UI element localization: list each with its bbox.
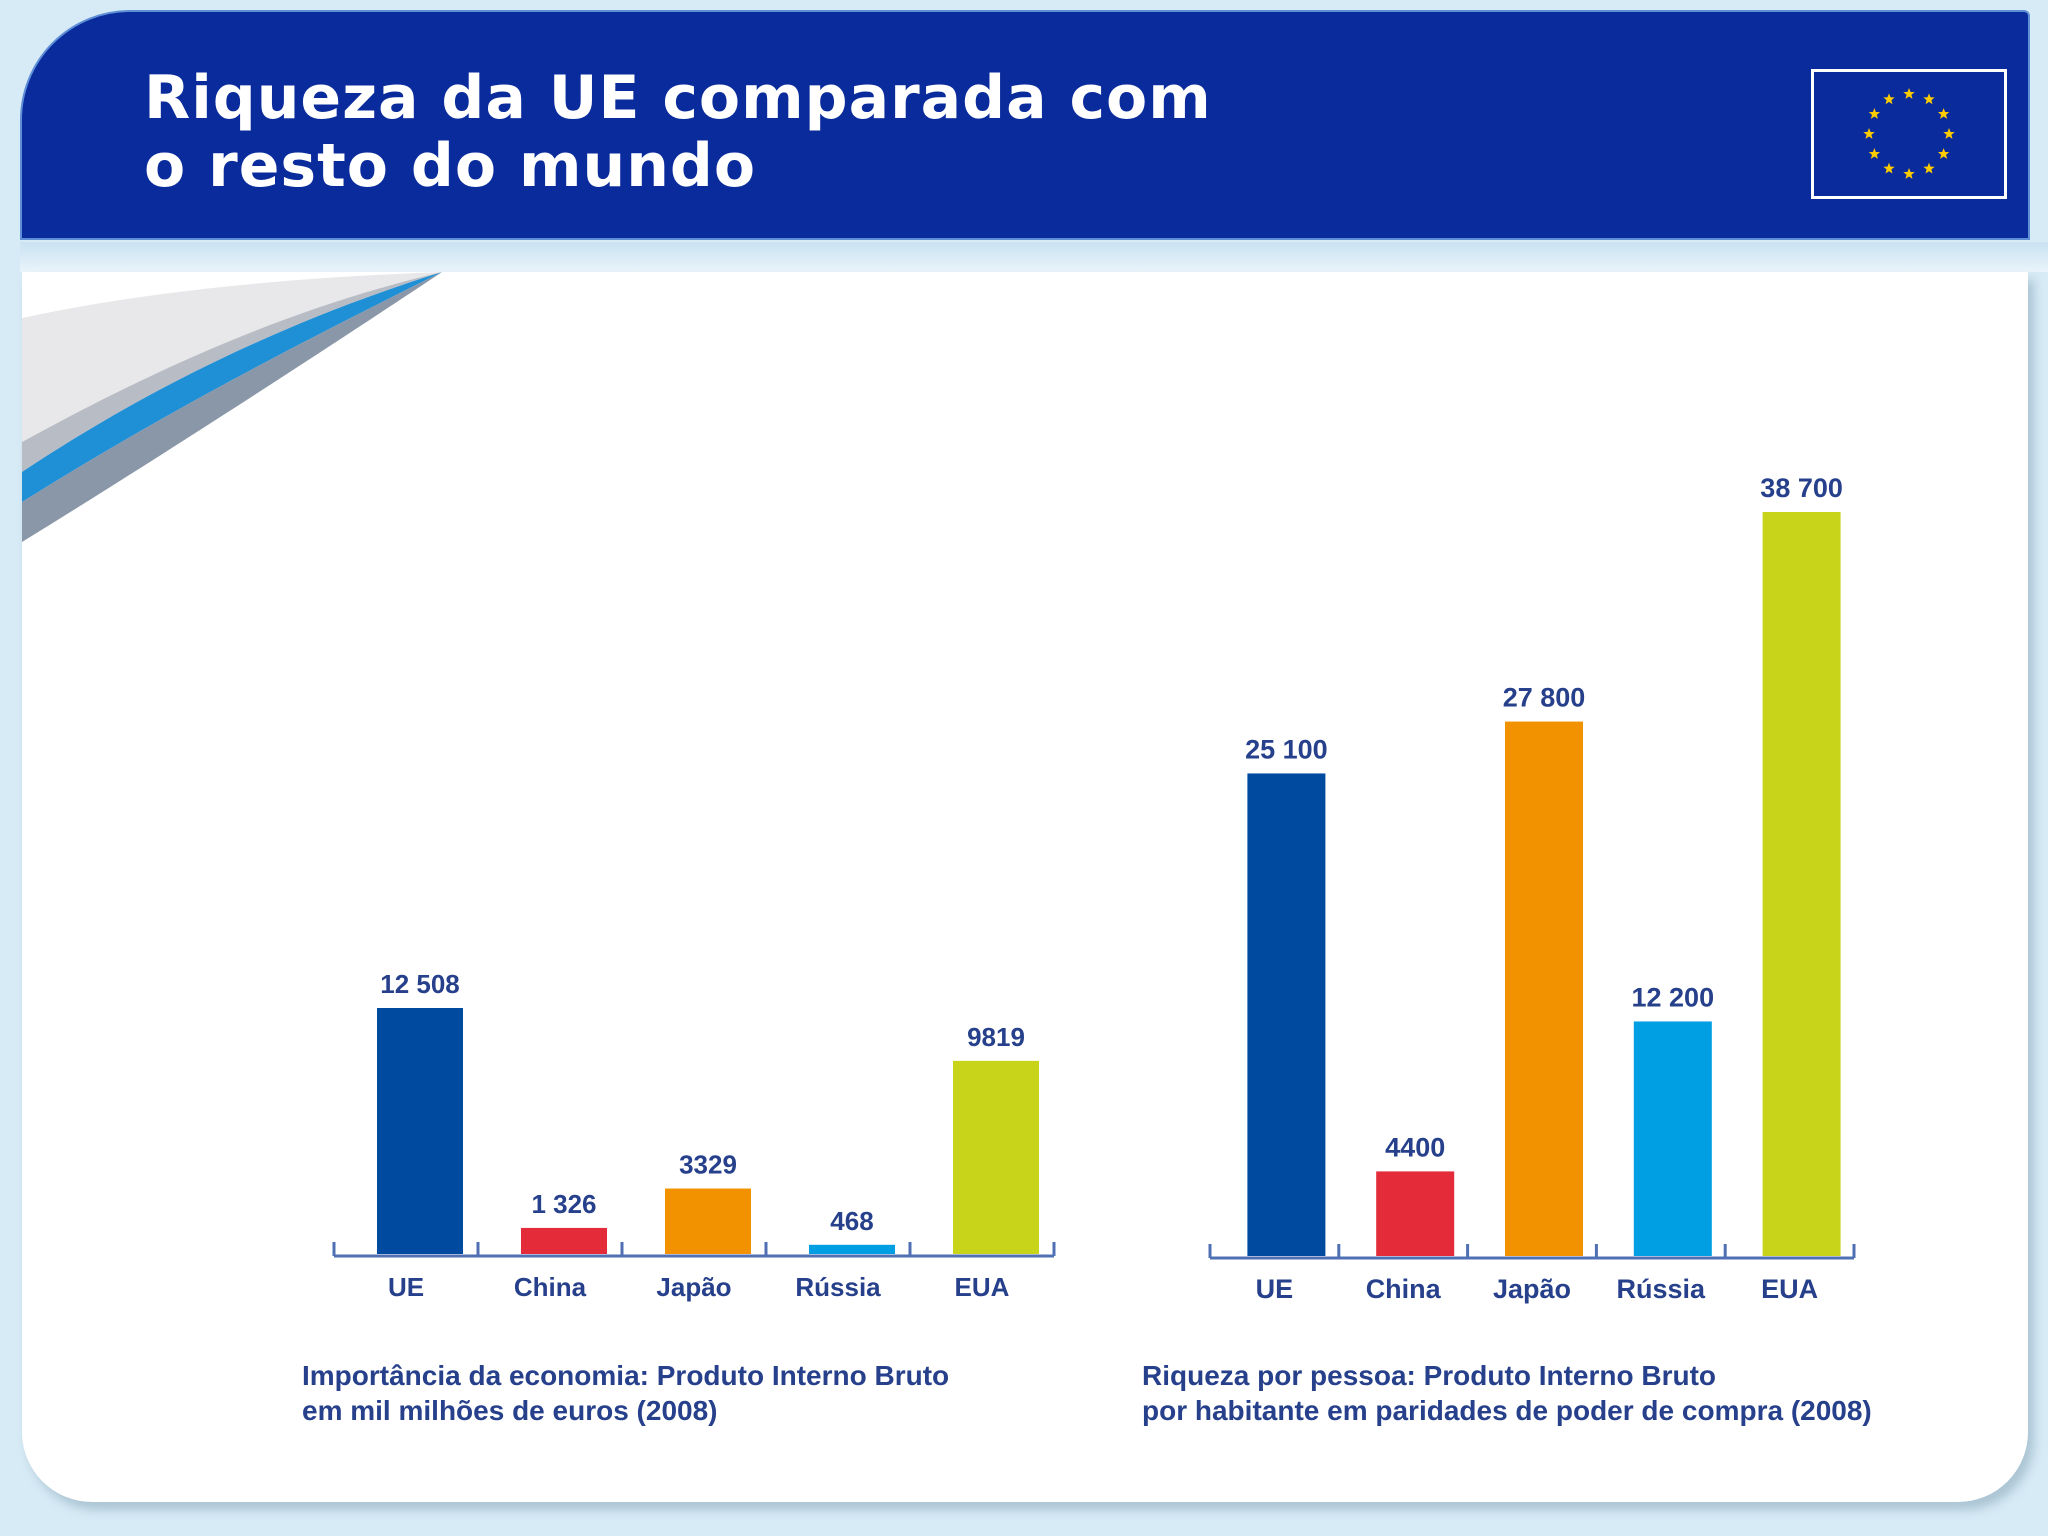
flag-star-icon (1923, 93, 1935, 105)
flag-star-icon (1883, 162, 1895, 174)
gdp-chart-caption: Importância da economia: Produto Interno… (302, 1358, 949, 1428)
gdp-category-label-3: Rússia (795, 1272, 881, 1302)
gdp-value-label-4: 9819 (967, 1022, 1025, 1052)
slide-header: Riqueza da UE comparada com o resto do m… (20, 10, 2030, 240)
flag-star-icon (1937, 108, 1950, 119)
header-shadow (20, 242, 2048, 272)
gdp-bar-2 (665, 1188, 751, 1254)
gdp-per-capita-bar-0 (1247, 773, 1326, 1256)
title-line-1: Riqueza da UE comparada com (144, 63, 1212, 133)
flag-star-icon (1868, 148, 1881, 159)
gdp-per-capita-value-label-1: 4400 (1385, 1132, 1445, 1162)
gdp-per-capita-category-label-0: UE (1256, 1274, 1294, 1304)
title-line-2: o resto do mundo (144, 131, 757, 201)
gdp-per-capita-value-label-4: 38 700 (1760, 473, 1843, 503)
eu-flag-icon (1811, 69, 2007, 199)
gdp-category-label-1: China (514, 1272, 587, 1302)
gdp-value-label-1: 1 326 (531, 1189, 596, 1219)
gdp-value-label-0: 12 508 (380, 969, 460, 999)
gdp-per-capita-bar-3 (1633, 1021, 1712, 1256)
flag-star-icon (1903, 168, 1915, 179)
slide-title: Riqueza da UE comparada com o resto do m… (144, 64, 1212, 200)
gdp-bar-4 (953, 1060, 1039, 1254)
gdp-per-capita-caption-line-1: Riqueza por pessoa: Produto Interno Brut… (1142, 1360, 1717, 1391)
gdp-bar-1 (521, 1227, 607, 1254)
gdp-per-capita-category-label-2: Japão (1493, 1274, 1571, 1304)
slide-body: 12 508 UE 1 326 China 3329 Japão 468 Rússia 9819… (22, 272, 2028, 1502)
gdp-per-capita-value-label-3: 12 200 (1632, 982, 1715, 1012)
flag-star-icon (1883, 93, 1895, 105)
gdp-per-capita-caption-line-2: por habitante em paridades de poder de c… (1142, 1395, 1872, 1426)
gdp-per-capita-value-label-2: 27 800 (1503, 683, 1586, 713)
gdp-per-capita-value-label-0: 25 100 (1245, 734, 1328, 764)
flag-star-icon (1863, 128, 1875, 139)
gdp-chart: 12 508 UE 1 326 China 3329 Japão 468 Rússia 9819… (332, 969, 1056, 1302)
gdp-per-capita-category-label-3: Rússia (1617, 1274, 1707, 1304)
flag-star-icon (1903, 88, 1915, 99)
gdp-per-capita-bar-4 (1762, 512, 1841, 1256)
gdp-value-label-2: 3329 (679, 1150, 737, 1180)
gdp-category-label-2: Japão (656, 1272, 731, 1302)
gdp-per-capita-category-label-4: EUA (1761, 1274, 1818, 1304)
gdp-bar-0 (377, 1008, 463, 1254)
flag-star-icon (1937, 148, 1950, 159)
gdp-caption-line-1: Importância da economia: Produto Interno… (302, 1360, 950, 1391)
gdp-per-capita-category-label-1: China (1366, 1274, 1442, 1304)
gdp-caption-line-2: em mil milhões de euros (2008) (302, 1395, 718, 1426)
gdp-category-label-0: UE (388, 1272, 424, 1302)
gdp-bar-3 (809, 1244, 895, 1254)
gdp-per-capita-chart: 25 100 UE 4400 China 27 800 Japão 12 200 Rússia… (1208, 473, 1856, 1304)
gdp-category-label-4: EUA (955, 1272, 1010, 1302)
flag-star-icon (1943, 128, 1955, 139)
flag-star-icon (1868, 108, 1881, 119)
decorative-swoosh (22, 272, 442, 542)
gdp-per-capita-bar-2 (1505, 721, 1583, 1256)
gdp-per-capita-bar-1 (1376, 1171, 1455, 1256)
gdp-per-capita-chart-caption: Riqueza por pessoa: Produto Interno Brut… (1142, 1358, 1872, 1428)
gdp-value-label-3: 468 (830, 1206, 873, 1236)
flag-star-icon (1923, 162, 1935, 174)
